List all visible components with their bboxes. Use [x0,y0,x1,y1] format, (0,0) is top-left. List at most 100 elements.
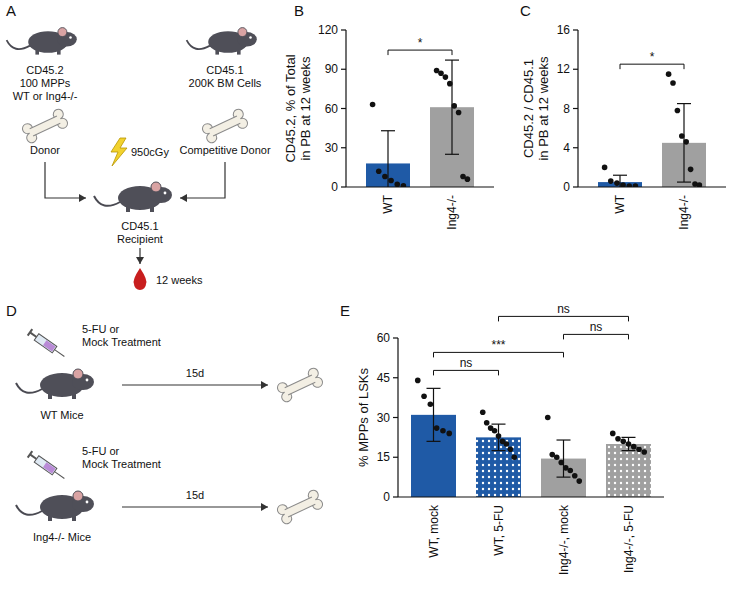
x-tick-label: Ing4-/- [445,195,459,230]
error-cap [492,424,506,425]
x-axis [346,186,494,187]
x-axis [398,496,664,497]
y-tick [393,417,398,418]
mouse-tail [187,40,210,49]
point [508,447,514,453]
y-tick [573,147,578,148]
mouse-leg [215,50,219,55]
x-tick-label: WT, 5-FU [492,505,506,556]
error-bar [445,60,459,154]
point [434,425,440,431]
point [620,439,626,445]
point [394,182,400,187]
competitor-label: Competitive Donor [179,144,270,156]
point [443,74,449,80]
syringe-needle [55,472,65,479]
significance-label: ns [557,302,570,316]
diagram-d: 5-FU orMock TreatmentWT Mice15d5-FU orMo… [16,323,324,543]
point [636,447,642,453]
donor-arrow [45,162,86,198]
point [465,176,471,182]
point [428,401,434,407]
error-cap [427,441,441,442]
point [480,409,486,415]
point [626,441,632,447]
x-tick-label: Ing4-/-, mock [557,504,571,575]
data-group [411,378,651,497]
competitor-arrow [180,162,225,198]
bone-edge [288,504,315,517]
bar-chart: 0306090120CD45.2, % of Totalin PB at 12 … [283,23,494,230]
time-arrow-head [261,381,268,389]
bone-icon [201,108,249,145]
mouse-icon [16,369,94,399]
x-tick-label: WT [613,194,627,213]
significance-bracket [499,316,629,321]
point [697,182,703,187]
point [504,441,510,447]
syringe-plunger [28,329,33,336]
x-tick-label: Ing4-/- [677,195,691,230]
mouse-icon [7,28,77,55]
point [567,468,573,474]
treatment-text: Mock Treatment [82,458,161,470]
y-axis-title: % MPPs of LSKs [356,368,371,467]
diagram-a: CD45.2100 MPPsWT or Ing4-/-CD45.1200K BM… [7,28,271,290]
syringe-plunger [28,451,33,458]
point [688,167,694,173]
point [545,415,551,421]
point [447,81,453,87]
error-stem [387,131,388,187]
point [615,436,621,442]
time-arrow-head [136,257,144,264]
point [679,133,685,139]
time-arrow [122,384,268,385]
y-tick [573,186,578,187]
mouse-eye [86,379,89,382]
dose-label: 950cGy [131,146,169,158]
mouse-leg [48,394,52,399]
point [438,70,444,76]
bone-edge [288,382,315,395]
panel-letter: A [6,2,16,19]
point [440,428,446,434]
y-tick [341,29,346,30]
error-cap [427,388,441,389]
y-tick [393,496,398,497]
syringe-barrel [34,334,57,353]
y-tick [393,337,398,338]
syringe-plunger [30,454,37,459]
mouse-icon [187,28,257,55]
point [511,454,517,460]
mouse-leg [48,516,52,521]
panel-letter: E [340,302,350,319]
mouse-leg [72,394,76,399]
y-tick-label: 45 [377,371,391,385]
error-stem [433,388,434,441]
significance-bracket [564,334,629,339]
y-tick-label: 15 [377,450,391,464]
significance-label: ns [460,356,473,370]
y-tick-label: 4 [563,141,570,155]
mouse-eye [86,501,89,504]
group-label: Ing4-/- Mice [33,531,91,543]
panel-letter: B [294,2,304,19]
mouse-ear [58,28,67,37]
y-tick-label: 0 [563,180,570,194]
recipient-text: Recipient [117,233,163,245]
point [558,460,564,466]
mouse-icon [16,491,94,521]
significance-bracket [434,370,499,375]
donor-text: WT or Ing4-/- [13,90,78,102]
y-tick-label: 8 [563,102,570,116]
y-tick [573,108,578,109]
bone-icon [21,108,69,145]
recipient-text: CD45.1 [121,220,158,232]
mouse-eye [69,36,72,39]
bone-icon [276,367,324,404]
point [683,139,689,145]
donor-text: CD45.2 [26,64,63,76]
error-cap [622,450,636,451]
time-arrow-head [261,503,268,511]
point [421,394,427,400]
